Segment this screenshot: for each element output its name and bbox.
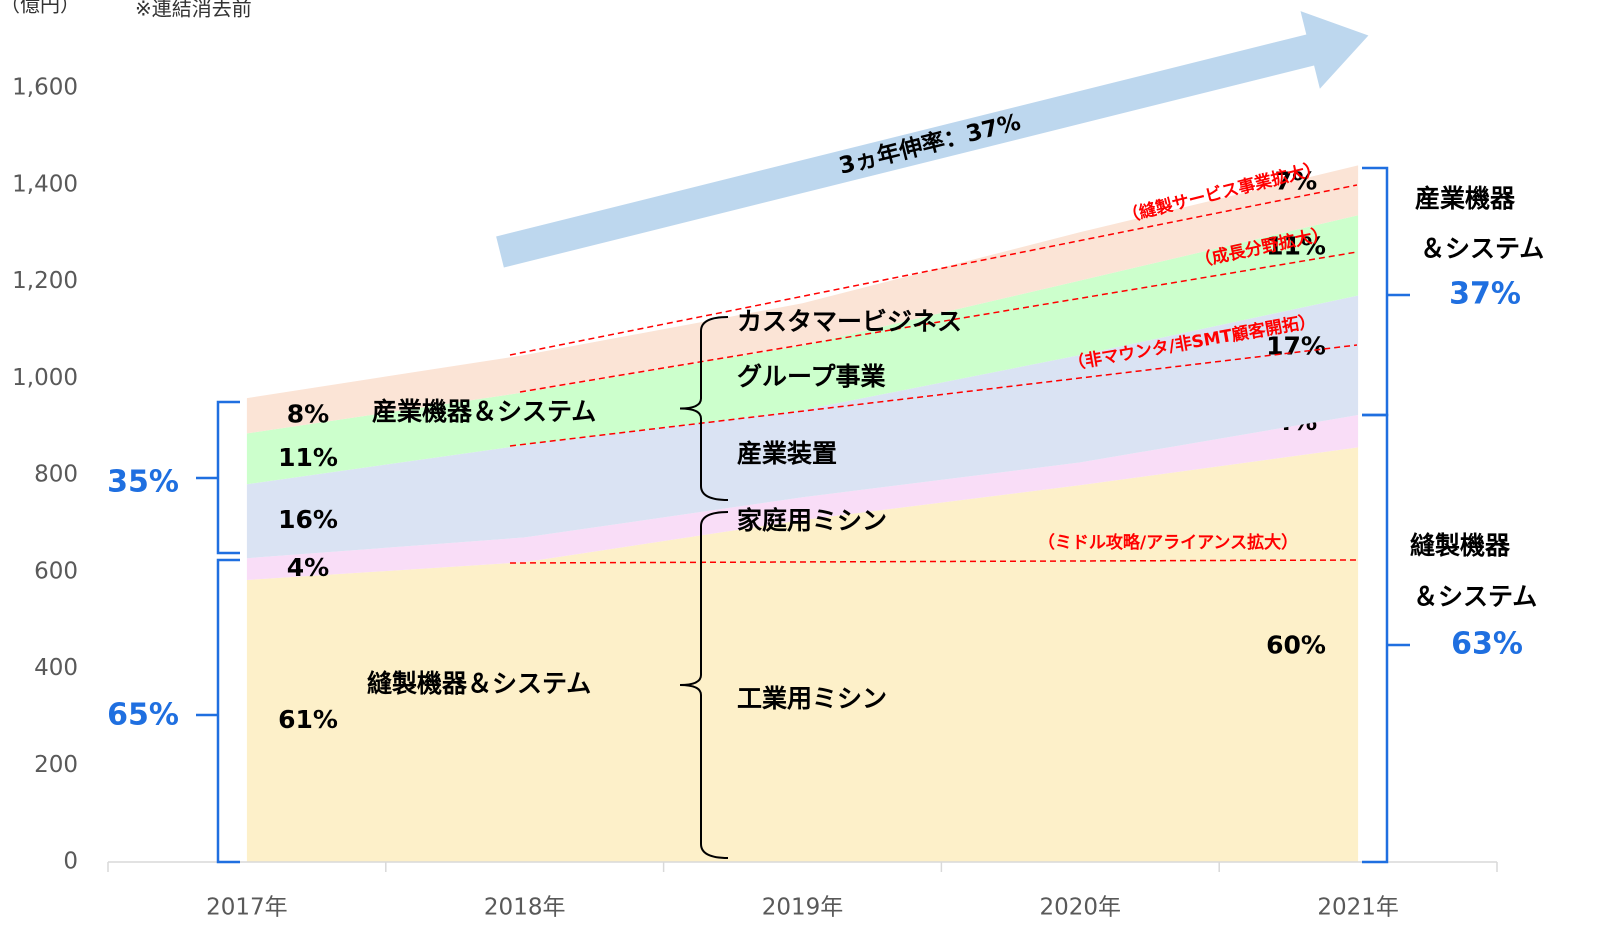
series-label: グループ事業 [737, 362, 886, 391]
side-label: ＆システム [1420, 234, 1544, 263]
share-label: 7% [1275, 166, 1317, 195]
side-label: ＆システム [1413, 582, 1537, 611]
x-tick-label: 2021年 [1317, 895, 1399, 921]
bracket [196, 400, 240, 555]
y-tick-label: 600 [34, 558, 78, 584]
group-share: 37% [1449, 277, 1521, 312]
group-share: 65% [107, 698, 179, 733]
note: ※連結消去前 [135, 0, 252, 21]
y-tick-label: 1,000 [12, 365, 78, 391]
series-label: 産業装置 [737, 439, 837, 468]
area-layer [246, 165, 1359, 434]
brace [679, 511, 729, 859]
y-tick-label: 1,400 [12, 171, 78, 197]
brace [679, 316, 729, 501]
side-label: 縫製機器 [1410, 531, 1511, 560]
group-share: 63% [1451, 627, 1523, 662]
side-label: 産業機器 [1415, 184, 1516, 213]
measure-line [519, 251, 1358, 393]
share-label: 60% [1266, 631, 1326, 660]
area-layer [246, 215, 1359, 485]
series-label: 家庭用ミシン [737, 506, 887, 535]
y-tick-label: 0 [63, 849, 78, 875]
area-layer [246, 447, 1359, 862]
bracket [1362, 413, 1410, 864]
share-label: 8% [287, 400, 329, 429]
y-tick-label: 1,600 [12, 75, 78, 101]
share-label: 11% [1266, 231, 1326, 260]
group-label: 縫製機器＆システム [367, 669, 591, 698]
bracket [1362, 166, 1410, 417]
share-label: 11% [278, 443, 338, 472]
series-label: カスタマービジネス [737, 307, 962, 336]
group-label: 産業機器＆システム [372, 397, 596, 426]
area-layer [246, 415, 1359, 580]
area-layer [246, 295, 1359, 559]
y-tick-label: 1,200 [12, 268, 78, 294]
series-label: 工業用ミシン [737, 684, 887, 713]
share-label: 4% [287, 553, 329, 582]
share-label: 16% [278, 505, 338, 534]
share-label: 61% [278, 705, 338, 734]
y-tick-label: 400 [34, 655, 78, 681]
y-tick-label: 200 [34, 752, 78, 778]
measure-line [509, 344, 1358, 447]
measure-label: （ミドル攻略/アライアンス拡大） [1038, 532, 1298, 553]
y-tick-label: 800 [34, 462, 78, 488]
x-tick-label: 2020年 [1040, 895, 1122, 921]
measure-line [509, 184, 1358, 356]
share-label: 17% [1266, 331, 1326, 360]
y-axis-unit: （億円） [0, 0, 80, 17]
x-tick-label: 2017年 [206, 895, 288, 921]
group-share: 35% [107, 465, 179, 500]
x-tick-label: 2019年 [762, 895, 844, 921]
measure-line [509, 559, 1358, 564]
x-tick-label: 2018年 [484, 895, 566, 921]
bracket [196, 558, 240, 864]
arrow-shape [496, 11, 1369, 268]
growth-arrow [496, 11, 1369, 268]
